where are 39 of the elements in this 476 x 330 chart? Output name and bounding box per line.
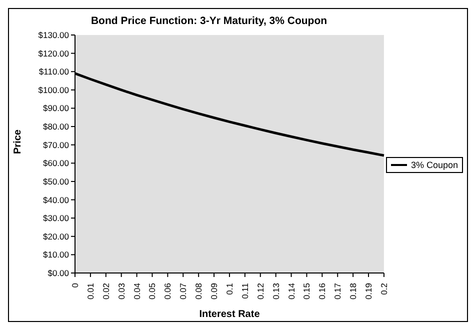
y-tick-label: $80.00 <box>43 122 70 132</box>
x-tick-label: 0.06 <box>162 282 173 300</box>
x-tick-label: 0.13 <box>270 282 281 300</box>
x-tick-label: 0 <box>70 282 80 288</box>
x-tick-label: 0.04 <box>132 282 142 300</box>
x-tick-label: 0.17 <box>332 282 343 300</box>
y-tick-label: $50.00 <box>43 176 70 186</box>
y-tick-label: $90.00 <box>43 103 70 114</box>
x-tick-label: 0.07 <box>178 282 188 300</box>
y-tick-label: $120.00 <box>38 48 70 58</box>
x-tick-label: 0.16 <box>317 282 328 300</box>
x-tick-label: 0.18 <box>348 282 358 300</box>
x-tick-label: 0.09 <box>209 282 220 300</box>
y-tick-label: $40.00 <box>43 194 70 205</box>
y-tick-label: $10.00 <box>43 250 70 260</box>
x-tick-label: 0.03 <box>116 282 126 300</box>
y-tick-label: $130.00 <box>38 30 70 40</box>
x-tick-label: 0.19 <box>364 282 374 300</box>
y-tick-label: $30.00 <box>43 213 70 224</box>
x-tick-label: 0.1 <box>224 282 234 295</box>
x-tick-label: 0.02 <box>100 282 111 300</box>
x-tick-label: 0.15 <box>302 282 312 300</box>
y-tick-label: $70.00 <box>43 140 70 150</box>
y-tick-label: $0.00 <box>48 268 70 278</box>
y-axis-title: Price <box>12 129 24 154</box>
y-tick-label: $60.00 <box>43 158 70 168</box>
x-tick-label: 0.05 <box>147 282 158 300</box>
y-tick-label: $110.00 <box>38 66 70 77</box>
x-tick-label: 0.01 <box>85 282 96 300</box>
y-tick-label: $100.00 <box>38 84 70 95</box>
chart-title: Bond Price Function: 3-Yr Maturity, 3% Coupon <box>90 15 328 27</box>
x-tick-label: 0.2 <box>378 282 389 295</box>
x-axis-title: Interest Rate <box>199 309 260 320</box>
x-tick-label: 0.12 <box>255 282 266 300</box>
x-tick-label: 0.14 <box>286 282 296 300</box>
x-tick-label: 0.08 <box>194 282 204 300</box>
y-tick-label: $20.00 <box>43 231 70 242</box>
x-tick-label: 0.11 <box>240 282 250 299</box>
legend-label: 3% Coupon <box>410 160 458 170</box>
